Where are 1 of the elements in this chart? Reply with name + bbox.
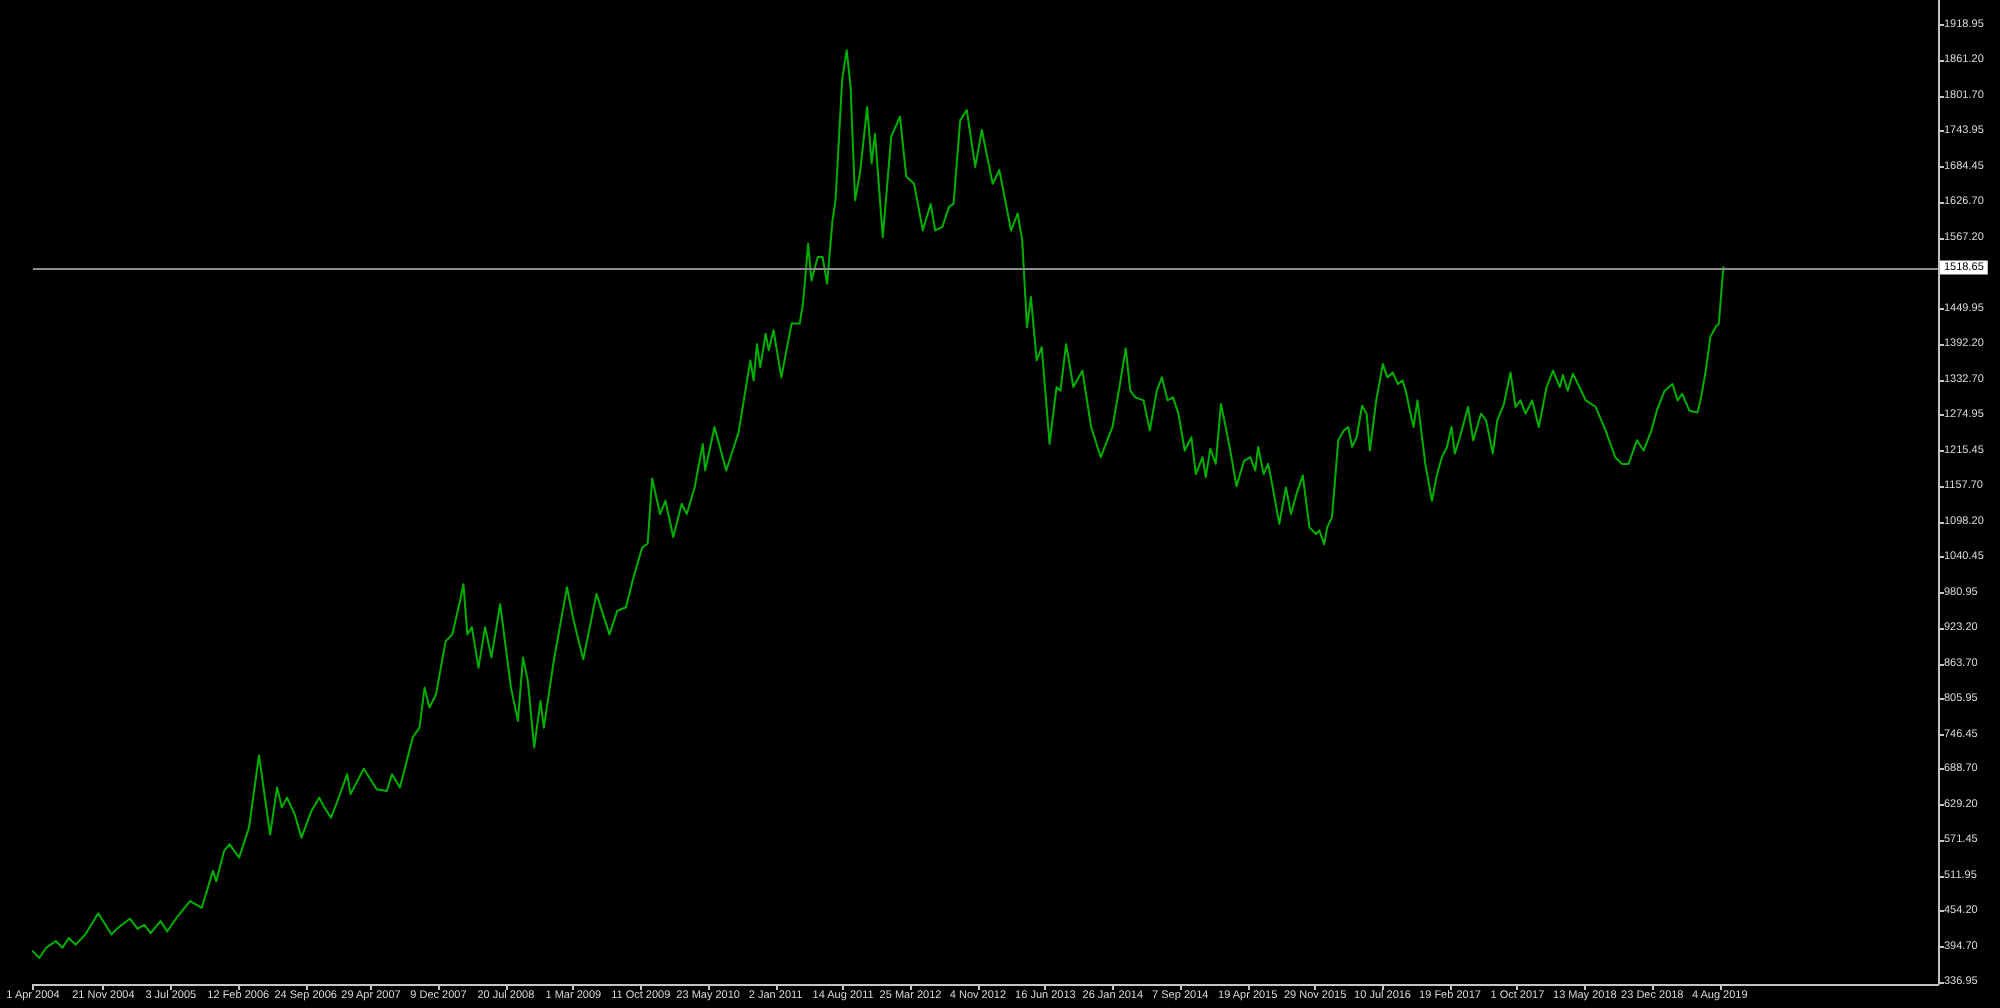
line-series (31, 49, 1725, 959)
